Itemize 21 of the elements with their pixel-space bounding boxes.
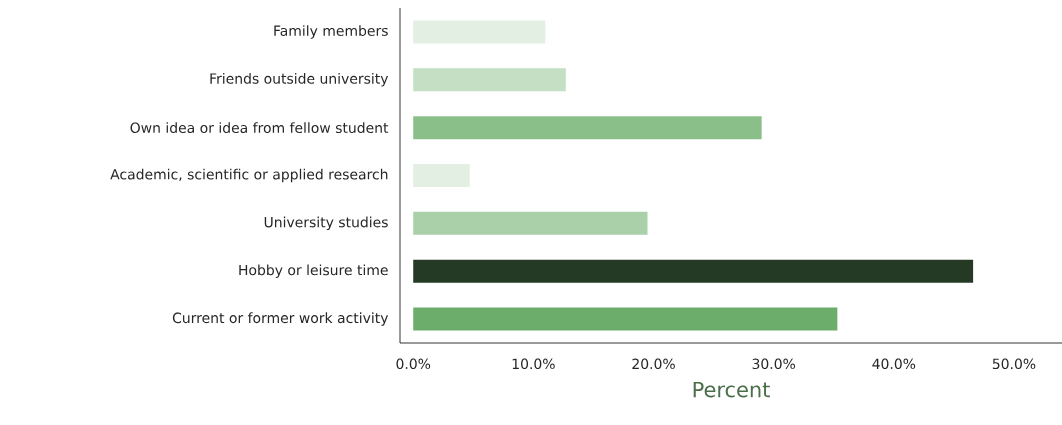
bar bbox=[413, 116, 762, 140]
y-tick-label: Family members bbox=[274, 25, 388, 39]
y-tick-label: Hobby or leisure time bbox=[239, 264, 388, 278]
bar bbox=[413, 259, 974, 283]
bar bbox=[413, 164, 470, 187]
x-tick-label: 0.0% bbox=[396, 358, 431, 370]
x-tick-label: 20.0% bbox=[632, 358, 675, 370]
bar bbox=[413, 68, 566, 92]
bar bbox=[413, 307, 838, 331]
x-axis-title: Percent bbox=[693, 381, 770, 398]
y-tick-label: Friends outside university bbox=[210, 73, 389, 87]
x-tick-label: 30.0% bbox=[752, 358, 796, 370]
y-tick-label: Own idea or idea from fellow student bbox=[130, 122, 389, 134]
y-tick-label: Current or former work activity bbox=[172, 312, 389, 326]
bar bbox=[413, 20, 546, 44]
y-tick-label: University studies bbox=[264, 216, 388, 231]
x-tick-label: 50.0% bbox=[992, 358, 1036, 370]
bar bbox=[413, 211, 648, 235]
y-tick-label: Academic, scientific or applied research bbox=[110, 168, 388, 183]
x-tick-label: 40.0% bbox=[872, 358, 916, 370]
x-tick-label: 10.0% bbox=[512, 358, 555, 370]
